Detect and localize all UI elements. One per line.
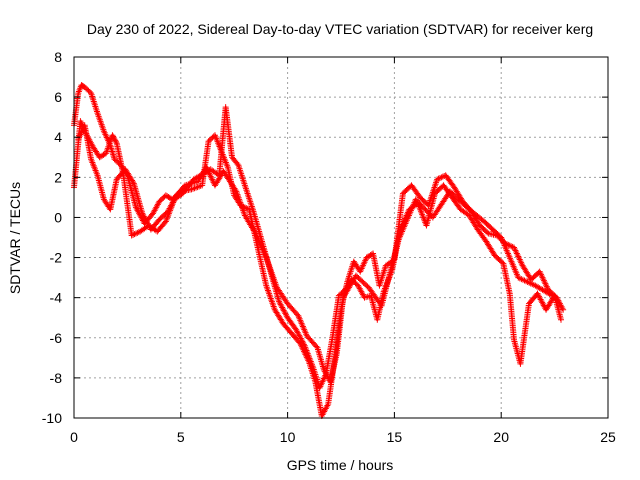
x-axis-ticks: 0 5 10 15 20 25 — [70, 57, 616, 445]
x-tick-label: 10 — [280, 429, 296, 445]
data-point — [113, 138, 120, 145]
x-tick-label: 25 — [600, 429, 616, 445]
data-point — [130, 231, 137, 238]
data-point — [558, 316, 565, 323]
data-points — [71, 82, 567, 419]
x-tick-label: 5 — [177, 429, 185, 445]
data-point — [549, 292, 556, 299]
y-axis-ticks: -10 -8 -6 -4 -2 0 2 4 6 8 — [42, 49, 608, 426]
y-tick-label: 2 — [54, 169, 62, 185]
data-point — [505, 241, 512, 248]
data-point — [438, 174, 445, 181]
data-point — [506, 242, 513, 249]
data-point — [234, 160, 241, 167]
data-point — [243, 205, 250, 212]
series-track-c — [75, 122, 556, 385]
data-point — [128, 232, 135, 239]
data-point — [131, 231, 138, 238]
y-tick-label: 6 — [54, 89, 62, 105]
x-tick-label: 15 — [387, 429, 403, 445]
y-tick-label: -4 — [50, 290, 63, 306]
y-tick-label: -8 — [50, 370, 63, 386]
data-point — [132, 230, 139, 237]
y-axis-label: SDTVAR / TECUs — [7, 182, 23, 294]
y-tick-label: -10 — [42, 410, 62, 426]
data-point — [313, 343, 320, 350]
grid-lines — [74, 57, 608, 418]
data-point — [300, 341, 307, 348]
y-tick-label: 8 — [54, 49, 62, 65]
y-tick-label: 0 — [54, 209, 62, 225]
data-point — [112, 137, 119, 144]
data-point — [508, 243, 515, 250]
data-point — [434, 176, 441, 183]
data-point — [232, 186, 239, 193]
data-point — [110, 134, 117, 141]
data-point — [109, 132, 116, 139]
data-point — [111, 136, 118, 143]
data-point — [134, 229, 141, 236]
data-point — [110, 133, 117, 140]
x-axis-label: GPS time / hours — [287, 457, 394, 473]
y-tick-label: -6 — [50, 330, 63, 346]
data-point — [548, 291, 555, 298]
y-tick-label: -2 — [50, 250, 63, 266]
chart-title: Day 230 of 2022, Sidereal Day-to-day VTE… — [87, 21, 593, 37]
plot-frame — [73, 56, 609, 419]
data-point — [129, 178, 136, 185]
data-point — [435, 175, 442, 182]
x-tick-label: 20 — [493, 429, 509, 445]
x-tick-label: 0 — [70, 429, 78, 445]
y-tick-label: 4 — [54, 129, 62, 145]
data-point — [436, 175, 443, 182]
